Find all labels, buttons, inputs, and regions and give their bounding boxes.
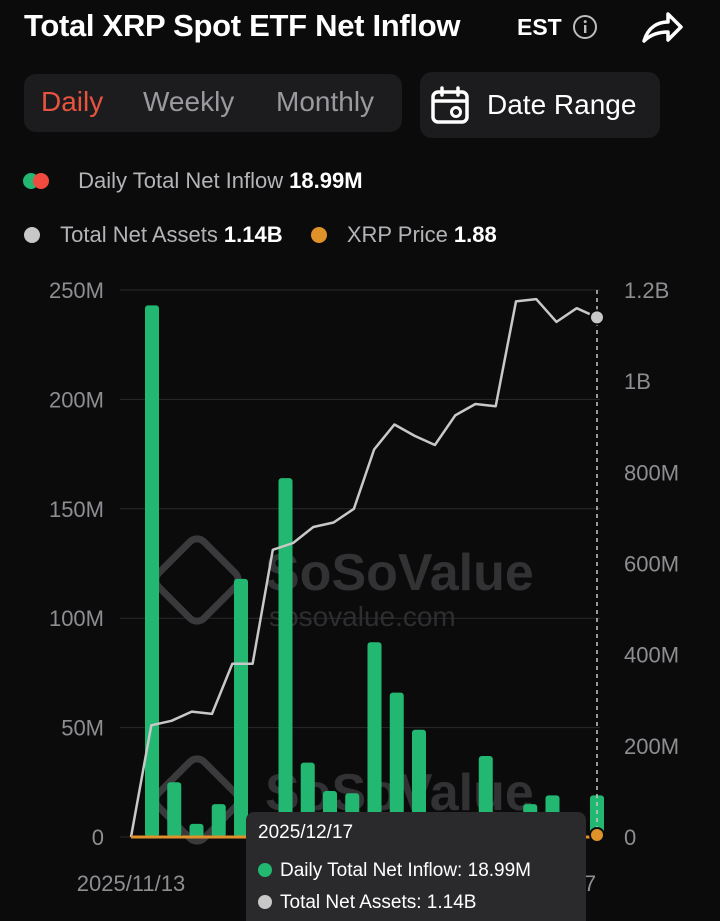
assets-legend-dot	[24, 227, 40, 243]
timezone-label[interactable]: EST	[517, 14, 562, 40]
y-right-tick-label: 0	[624, 825, 636, 850]
assets-highlight-point	[589, 309, 605, 326]
tab-daily[interactable]: Daily	[41, 86, 104, 117]
tab-weekly[interactable]: Weekly	[143, 86, 235, 117]
y-left-tick-label: 0	[92, 825, 104, 850]
info-icon[interactable]	[572, 14, 598, 40]
tooltip-assets-row: Total Net Assets: 1.14B	[258, 892, 476, 914]
legend-inflow: Daily Total Net Inflow 18.99M	[22, 168, 363, 194]
inflow-bar	[211, 804, 226, 837]
y-right-tick-label: 600M	[624, 552, 679, 577]
legend-assets[interactable]: Total Net Assets 1.14B	[24, 222, 283, 248]
inflow-legend-icon	[23, 173, 49, 189]
x-tick-label: 2025/11/13	[77, 871, 185, 896]
inflow-bar	[278, 478, 293, 837]
y-right-tick-label: 1.2B	[624, 278, 669, 303]
y-left-tick-label: 100M	[49, 606, 104, 631]
inflow-bar	[234, 578, 248, 837]
y-left-tick-label: 250M	[49, 278, 104, 303]
inflow-bar	[367, 642, 382, 837]
date-range-label: Date Range	[487, 89, 637, 120]
legend-assets-price: Total Net Assets 1.14B XRP Price 1.88	[24, 222, 497, 248]
tooltip-assets-label: Total Net Assets:	[280, 892, 422, 913]
tooltip-assets-dot	[258, 895, 272, 909]
inflow-bar	[389, 692, 404, 837]
watermark-logo	[152, 535, 242, 625]
y-right-tick-label: 400M	[624, 643, 679, 668]
chart-tooltip: 2025/12/17 Daily Total Net Inflow: 18.99…	[246, 812, 586, 921]
price-legend-value: 1.88	[453, 222, 497, 247]
y-right-tick-label: 800M	[624, 460, 679, 485]
total-net-assets-line	[129, 297, 598, 838]
header: Total XRP Spot ETF Net Inflow EST	[0, 0, 720, 60]
y-left-tick-label: 50M	[61, 716, 104, 741]
inflow-bar	[145, 305, 159, 837]
legend-price[interactable]: XRP Price 1.88	[310, 222, 497, 248]
period-tabs: Daily Weekly Monthly	[24, 74, 402, 132]
page-title: Total XRP Spot ETF Net Inflow	[24, 8, 461, 43]
price-legend-label: XRP Price	[346, 222, 448, 247]
inflow-bar	[189, 823, 204, 837]
inflow-bar	[590, 795, 604, 837]
calendar-icon	[431, 86, 469, 124]
assets-legend-label: Total Net Assets	[60, 222, 218, 247]
inflow-bar	[412, 729, 426, 837]
date-range-button[interactable]: Date Range	[420, 72, 660, 138]
assets-legend-value: 1.14B	[223, 222, 283, 247]
inflow-legend-label: Daily Total Net Inflow	[78, 168, 284, 193]
tooltip-inflow-row: Daily Total Net Inflow: 18.99M	[258, 860, 531, 882]
y-left-tick-label: 150M	[49, 497, 104, 522]
y-left-tick-label: 200M	[49, 387, 104, 412]
price-highlight-point	[589, 827, 605, 843]
watermark-brand: SoSoValue	[265, 544, 534, 602]
y-right-tick-label: 1B	[624, 369, 651, 394]
inflow-legend-value: 18.99M	[289, 168, 363, 193]
share-icon[interactable]	[640, 8, 684, 46]
price-legend-dot	[310, 227, 327, 243]
watermark-domain: sosovalue.com	[269, 601, 456, 632]
y-right-tick-label: 200M	[624, 734, 679, 759]
tooltip-date: 2025/12/17	[258, 822, 354, 843]
tooltip-assets-value: 1.14B	[426, 892, 477, 913]
tooltip-inflow-value: 18.99M	[467, 860, 531, 881]
x-tick-label: 7	[584, 871, 596, 896]
tooltip-inflow-dot	[258, 863, 272, 877]
tab-monthly[interactable]: Monthly	[276, 86, 375, 117]
inflow-bar	[167, 782, 182, 837]
tooltip-inflow-label: Daily Total Net Inflow:	[280, 860, 463, 881]
